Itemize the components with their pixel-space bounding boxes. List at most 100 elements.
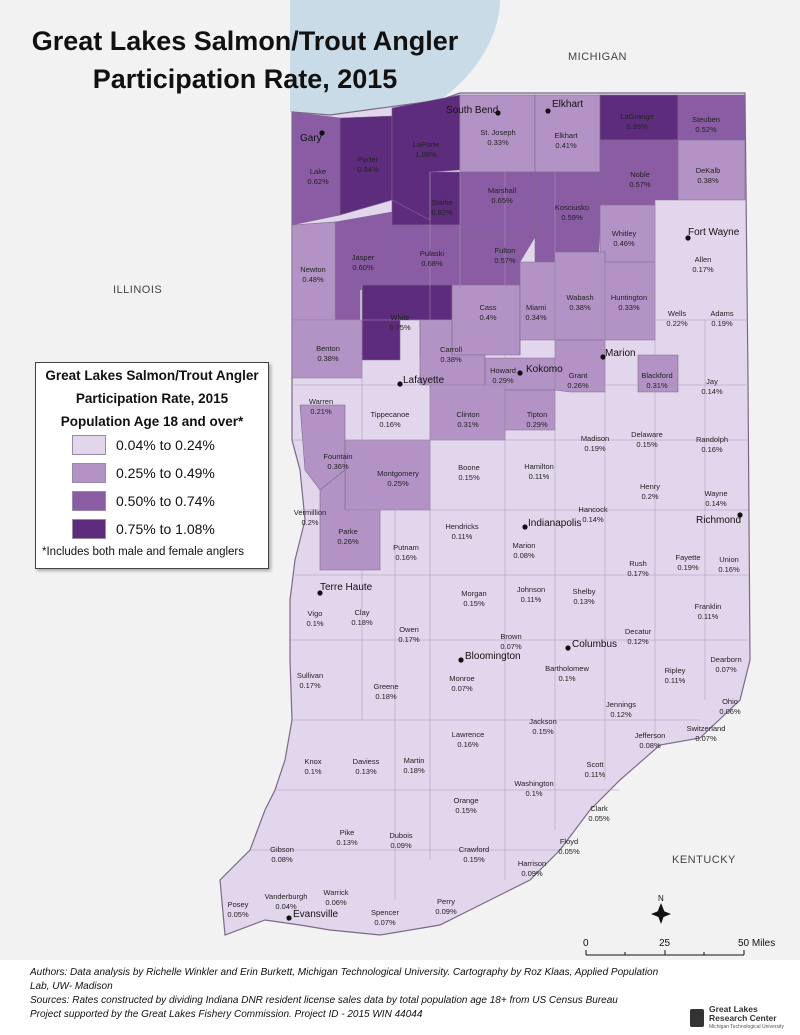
logo-line2: Research Center	[709, 1012, 777, 1023]
county-name-jay: Jay	[706, 377, 718, 386]
county-value-carroll: 0.38%	[440, 355, 462, 364]
county-name-rush: Rush	[629, 559, 647, 568]
county-name-marshall: Marshall	[488, 186, 517, 195]
county-value-laporte: 1.08%	[415, 150, 437, 159]
county-name-decatur: Decatur	[625, 627, 652, 636]
scale-bar: 0 25 50 Miles	[583, 938, 775, 956]
legend-swatch	[72, 463, 106, 483]
county-value-perry: 0.09%	[435, 907, 457, 916]
county-name-pike: Pike	[340, 828, 355, 837]
county-name-randolph: Randolph	[696, 435, 728, 444]
county-value-fulton: 0.57%	[494, 256, 516, 265]
county-name-vanderburgh: Vanderburgh	[265, 892, 308, 901]
county-value-vermillion: 0.2%	[301, 518, 318, 527]
county-value-pulaski: 0.68%	[421, 259, 443, 268]
county-value-greene: 0.18%	[375, 692, 397, 701]
legend-title-1: Great Lakes Salmon/Trout Angler	[45, 368, 259, 383]
county-name-huntington: Huntington	[611, 293, 647, 302]
state-label-illinois: ILLINOIS	[113, 284, 162, 296]
county-value-harrison: 0.09%	[521, 869, 543, 878]
county-value-posey: 0.05%	[227, 910, 249, 919]
county-name-marion: Marion	[513, 541, 536, 550]
county-value-jay: 0.14%	[701, 387, 723, 396]
county-name-boone: Boone	[458, 463, 480, 472]
city-label-gary: Gary	[300, 133, 322, 144]
county-value-switzerland: 0.07%	[695, 734, 717, 743]
county-value-washington: 0.1%	[525, 789, 542, 798]
county-value-noble: 0.57%	[629, 180, 651, 189]
county-value-ripley: 0.11%	[665, 676, 686, 685]
legend-title-3: Population Age 18 and over*	[60, 414, 244, 429]
county-name-warrick: Warrick	[323, 888, 348, 897]
county-value-hendricks: 0.11%	[452, 532, 473, 541]
county-value-scott: 0.11%	[585, 770, 606, 779]
county-value-dearborn: 0.07%	[715, 665, 737, 674]
legend-item: 0.50% to 0.74%	[72, 491, 215, 511]
state-label-michigan: MICHIGAN	[568, 51, 627, 63]
county-shape-kosciusko	[534, 171, 601, 266]
county-name-grant: Grant	[569, 371, 589, 380]
county-name-pulaski: Pulaski	[420, 249, 445, 258]
county-name-hendricks: Hendricks	[445, 522, 479, 531]
county-name-wabash: Wabash	[566, 293, 593, 302]
county-name-newton: Newton	[300, 265, 325, 274]
county-value-daviess: 0.13%	[355, 767, 377, 776]
county-name-morgan: Morgan	[461, 589, 486, 598]
county-name-clinton: Clinton	[456, 410, 479, 419]
county-name-parke: Parke	[338, 527, 358, 536]
county-value-marion: 0.08%	[513, 551, 535, 560]
state-label-kentucky: KENTUCKY	[672, 854, 736, 866]
scale-label-50: 50 Miles	[738, 938, 775, 949]
county-name-dearborn: Dearborn	[710, 655, 741, 664]
county-value-boone: 0.15%	[458, 473, 480, 482]
legend-label: 0.04% to 0.24%	[116, 437, 215, 453]
county-name-knox: Knox	[304, 757, 321, 766]
county-name-wells: Wells	[668, 309, 686, 318]
county-shape-dekalb	[677, 139, 746, 201]
county-name-vermillion: Vermillion	[294, 508, 327, 517]
county-value-orange: 0.15%	[455, 806, 477, 815]
county-value-madison: 0.19%	[584, 444, 606, 453]
county-name-kosciusko: Kosciusko	[555, 203, 589, 212]
city-dot-lafayette	[397, 381, 403, 387]
city-label-indianapolis: Indianapolis	[528, 518, 581, 529]
county-name-tipton: Tipton	[527, 410, 548, 419]
county-name-ohio: Ohio	[722, 697, 738, 706]
legend-label: 0.25% to 0.49%	[116, 465, 215, 481]
county-value-wayne: 0.14%	[705, 499, 727, 508]
footer-credits: Authors: Data analysis by Richelle Winkl…	[30, 966, 680, 1022]
county-name-madison: Madison	[581, 434, 609, 443]
county-name-franklin: Franklin	[695, 602, 722, 611]
county-value-owen: 0.17%	[398, 635, 420, 644]
county-value-whitley: 0.46%	[613, 239, 635, 248]
legend-swatch	[72, 519, 106, 539]
county-value-tippecanoe: 0.16%	[379, 420, 401, 429]
county-name-henry: Henry	[640, 482, 660, 491]
county-value-jackson: 0.15%	[532, 727, 554, 736]
county-value-decatur: 0.12%	[627, 637, 649, 646]
city-label-lafayette: Lafayette	[403, 375, 445, 386]
county-value-grant: 0.26%	[567, 381, 589, 390]
logo-line1: Great Lakes	[709, 1003, 758, 1014]
legend-note: *Includes both male and female anglers	[42, 546, 245, 558]
county-value-morgan: 0.15%	[463, 599, 485, 608]
county-name-carroll: Carroll	[440, 345, 462, 354]
county-name-crawford: Crawford	[459, 845, 489, 854]
county-value-kosciusko: 0.59%	[561, 213, 583, 222]
city-label-richmond: Richmond	[696, 515, 741, 526]
county-value-martin: 0.18%	[403, 766, 425, 775]
county-value-vanderburgh: 0.04%	[275, 902, 297, 911]
county-value-marshall: 0.65%	[491, 196, 513, 205]
county-value-wabash: 0.38%	[569, 303, 591, 312]
county-name-elkhart: Elkhart	[554, 131, 578, 140]
county-name-delaware: Delaware	[631, 430, 663, 439]
city-dot-indianapolis	[522, 524, 528, 530]
legend-label: 0.50% to 0.74%	[116, 493, 215, 509]
county-value-fayette: 0.19%	[677, 563, 699, 572]
county-name-lawrence: Lawrence	[452, 730, 485, 739]
county-name-hancock: Hancock	[578, 505, 607, 514]
county-name-laporte: LaPorte	[413, 140, 439, 149]
county-name-blackford: Blackford	[641, 371, 672, 380]
city-dot-elkhart	[545, 108, 551, 114]
